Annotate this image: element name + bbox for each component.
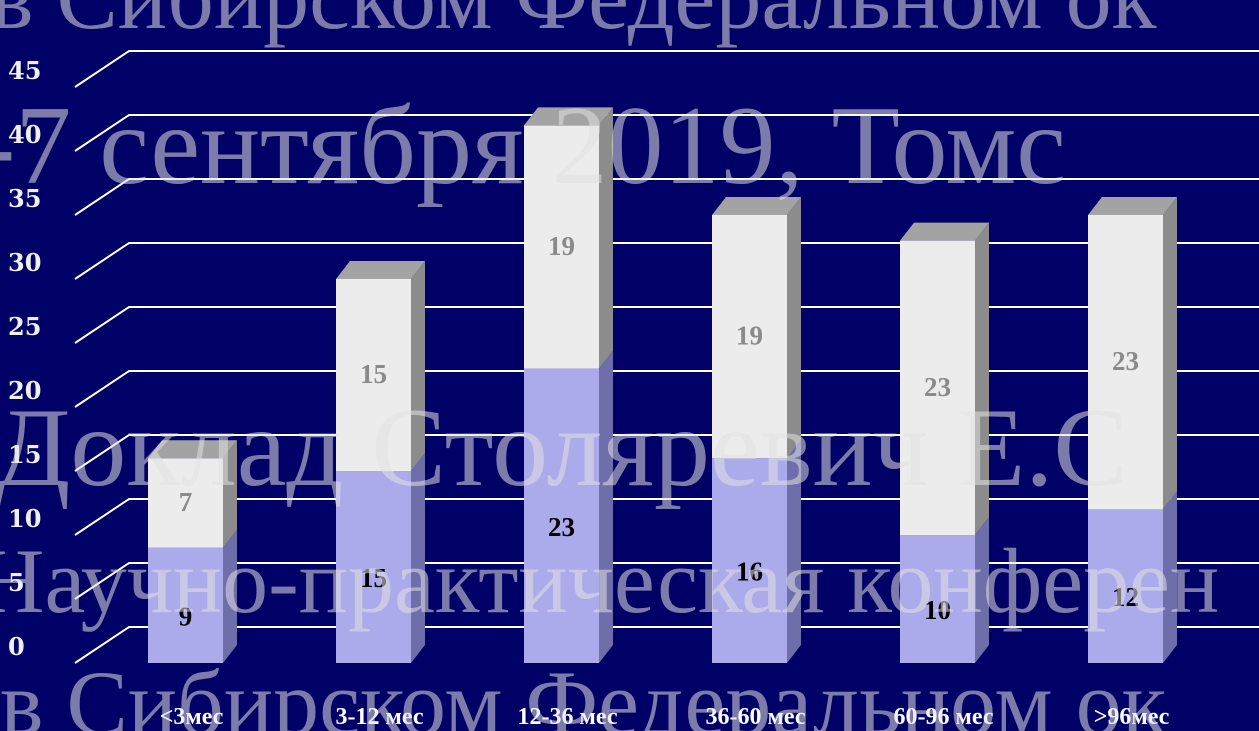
watermark-line-4: Научно-практическая конферен xyxy=(0,530,1219,632)
data-label-upper: 15 xyxy=(360,359,387,389)
bar-top-cap xyxy=(900,223,989,241)
gridline xyxy=(75,307,1259,343)
y-tick-label: 45 xyxy=(8,56,41,85)
gridline xyxy=(75,243,1259,279)
data-label-upper: 19 xyxy=(736,321,763,351)
bar-top-cap xyxy=(1088,197,1177,215)
watermark-line-2: -7 сентября 2019, Томс xyxy=(0,84,1066,208)
bar-side-upper xyxy=(1163,197,1177,509)
watermark-line-1: в Сибирском Федеральном ок xyxy=(0,0,1157,48)
bar-top-cap xyxy=(336,261,425,279)
y-tick-label: 25 xyxy=(8,312,41,341)
gridline xyxy=(75,51,1259,87)
watermark-line-3: Доклад Столяревич Е.С xyxy=(0,386,1128,510)
watermark-line-5: в Сибирском Федеральном ок xyxy=(0,652,1167,731)
data-label-upper: 23 xyxy=(1112,346,1139,376)
y-tick-label: 30 xyxy=(8,248,41,277)
data-label-upper: 19 xyxy=(548,231,575,261)
